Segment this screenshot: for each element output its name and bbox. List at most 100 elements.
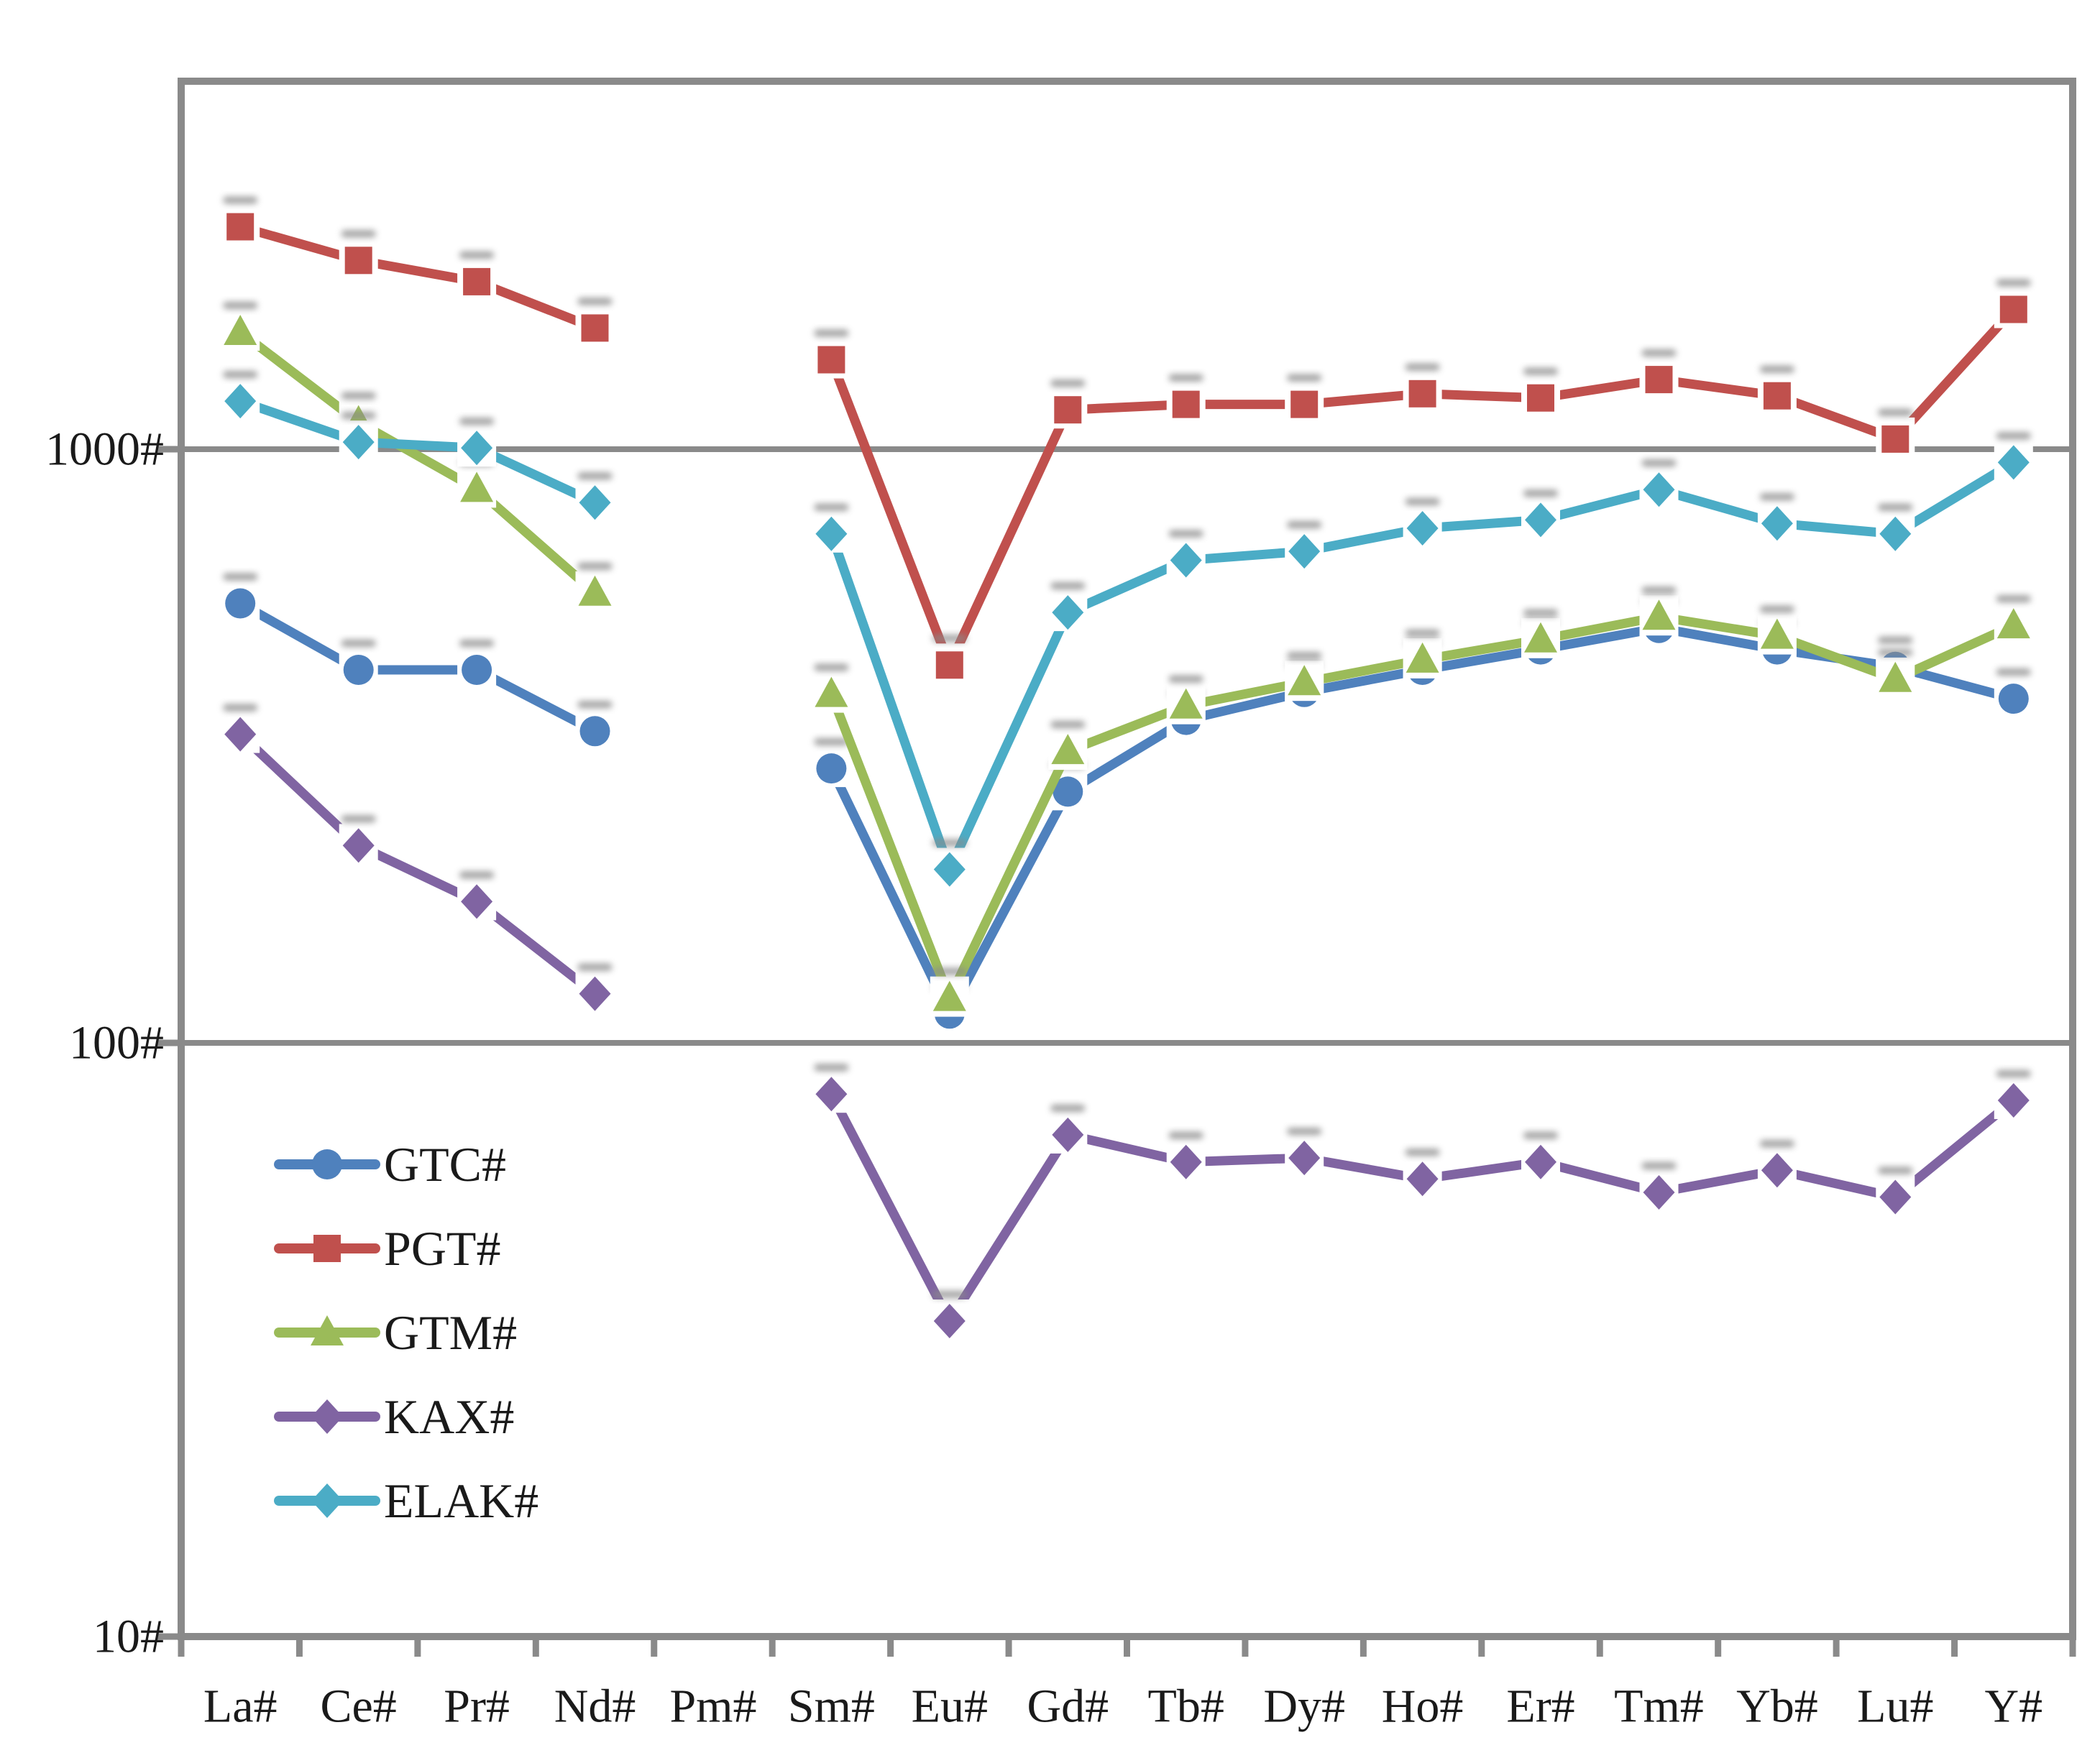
series-kax [221, 704, 2033, 1340]
series-kax-point-Lu [1876, 1167, 1915, 1216]
legend-item-elak: ELAK# [274, 1473, 538, 1528]
series-pgt-point-Y [1994, 279, 2033, 328]
marker-shadow [932, 635, 967, 643]
series-gtc-point-La [221, 573, 260, 622]
marker-shadow [1523, 609, 1558, 617]
series-kax-point-Eu [930, 1291, 969, 1340]
x-axis-label-tm: Tm# [1614, 1680, 1704, 1733]
diamond-marker-icon [311, 1483, 343, 1518]
series-pgt-point-Er [1521, 367, 1560, 417]
series-gtm-point-Er [1521, 609, 1560, 658]
circle-marker-icon [816, 753, 847, 784]
series-elak-point-Gd [1048, 582, 1088, 632]
series-gtm-point-Ho [1403, 629, 1442, 678]
square-marker-icon [463, 267, 491, 295]
x-axis-label-ho: Ho# [1382, 1680, 1464, 1733]
diamond-marker-icon [933, 1304, 966, 1338]
diamond-marker-icon [1879, 1179, 1912, 1215]
marker-shadow [1759, 1140, 1794, 1148]
triangle-marker-icon [1879, 661, 1912, 692]
marker-shadow [459, 418, 495, 425]
triangle-marker-icon [1169, 688, 1203, 719]
marker-shadow [1878, 648, 1913, 656]
marker-shadow [1523, 489, 1558, 497]
series-elak-point-Er [1521, 489, 1560, 539]
x-axis-label-y: Y# [1984, 1680, 2042, 1733]
marker-shadow [1168, 675, 1203, 683]
triangle-marker-icon [311, 1315, 344, 1345]
legend-label-elak: ELAK# [384, 1473, 538, 1528]
x-axis-label-dy: Dy# [1263, 1680, 1345, 1733]
square-marker-icon [1172, 390, 1200, 418]
series-kax-line [237, 730, 2017, 1326]
series-pgt-point-Sm [812, 329, 851, 379]
marker-shadow [1523, 367, 1558, 375]
marker-shadow [1641, 349, 1677, 357]
marker-shadow [1996, 1070, 2031, 1077]
series-elak-point-Ho [1403, 498, 1442, 547]
series-gtc-point-Nd [575, 701, 615, 750]
series-kax-point-Yb [1757, 1140, 1797, 1190]
diamond-marker-icon [1288, 1141, 1321, 1176]
x-axis-label-tb: Tb# [1148, 1680, 1224, 1733]
legend-label-pgt: PGT# [384, 1221, 500, 1276]
series-elak-point-Tb [1166, 530, 1206, 579]
diamond-marker-icon [1288, 534, 1321, 569]
diamond-marker-icon [461, 884, 493, 919]
marker-shadow [814, 1064, 849, 1072]
series-gtm-point-Yb [1757, 605, 1797, 655]
series-kax-point-Ho [1403, 1149, 1442, 1198]
series-pgt-point-Lu [1876, 408, 1915, 458]
marker-shadow [1287, 652, 1322, 660]
triangle-marker-icon [460, 471, 494, 502]
marker-shadow [814, 503, 849, 511]
series-kax-point-Dy [1285, 1128, 1324, 1177]
series-elak-point-Nd [575, 472, 615, 522]
series-kax-point-Nd [575, 963, 615, 1013]
series-elak [221, 371, 2033, 888]
diamond-marker-icon [461, 431, 493, 466]
diamond-marker-icon [342, 828, 375, 863]
triangle-marker-icon [224, 315, 257, 345]
marker-shadow [1287, 1128, 1322, 1136]
square-marker-icon [1645, 366, 1673, 394]
triangle-marker-icon [932, 980, 966, 1011]
series-gtm-line [237, 328, 2016, 1003]
series-kax-point-La [221, 704, 260, 753]
circle-marker-icon [462, 655, 492, 685]
series-pgt-point-Tm [1639, 349, 1679, 399]
series-pgt-point-Pr [457, 251, 497, 300]
marker-shadow [1405, 363, 1440, 371]
legend-label-gtc: GTC# [384, 1137, 506, 1192]
x-axis-label-yb: Yb# [1736, 1680, 1818, 1733]
series-gtm-point-Tb [1166, 675, 1206, 724]
square-marker-icon [1290, 390, 1319, 418]
series-gtc-line [238, 599, 2015, 1018]
marker-shadow [459, 871, 495, 879]
diamond-marker-icon [1643, 472, 1675, 507]
x-axis-label-er: Er# [1506, 1680, 1574, 1733]
circle-marker-icon [343, 655, 374, 685]
series-gtm-point-Y [1994, 595, 2033, 645]
triangle-marker-icon [1642, 599, 1676, 630]
triangle-marker-icon [1288, 665, 1321, 696]
circle-marker-icon [225, 588, 256, 619]
marker-shadow [1523, 1131, 1558, 1139]
marker-shadow [1050, 379, 1086, 387]
series-elak-point-Y [1994, 432, 2033, 482]
diamond-marker-icon [342, 425, 375, 460]
series-gtm-point-Sm [812, 663, 851, 713]
diamond-marker-icon [1525, 502, 1556, 538]
square-marker-icon [1881, 425, 1909, 453]
square-marker-icon [313, 1235, 341, 1262]
x-axis-label-pr: Pr# [444, 1680, 510, 1733]
square-marker-icon [1408, 379, 1436, 408]
legend-item-kax: KAX# [274, 1389, 514, 1444]
x-axis-label-ce: Ce# [320, 1680, 396, 1733]
square-marker-icon [935, 651, 963, 679]
series-elak-point-Tm [1639, 459, 1679, 509]
diamond-marker-icon [1525, 1144, 1556, 1179]
legend-item-gtc: GTC# [274, 1137, 506, 1192]
